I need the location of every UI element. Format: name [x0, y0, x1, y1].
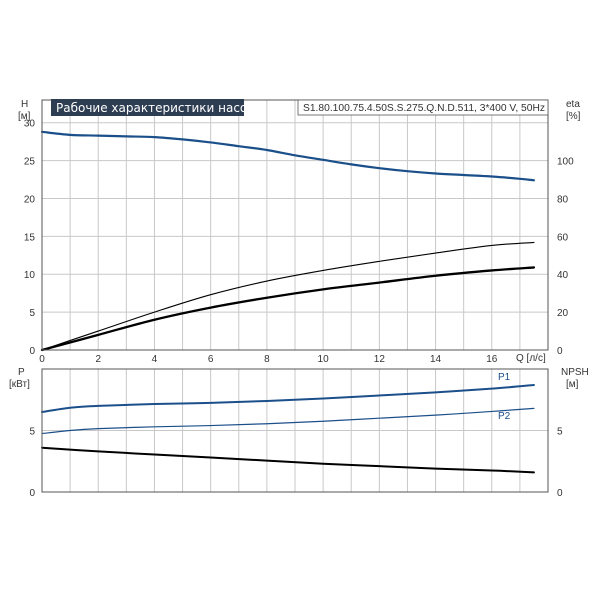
- top-panel-frame: [41, 99, 549, 351]
- y-tick-label: 5: [29, 308, 35, 319]
- series-line-head: [40, 130, 536, 182]
- x-tick-label: 14: [430, 354, 442, 365]
- top-y2-axis-unit: [%]: [566, 111, 581, 122]
- x-tick-label: 12: [374, 354, 386, 365]
- x-tick-label: 6: [208, 354, 214, 365]
- y2-tick-label: 0: [557, 346, 563, 357]
- x-axis-label: Q [л/с]: [516, 353, 546, 364]
- y2-tick-label: 40: [557, 270, 569, 281]
- bottom-y2-axis-unit: [м]: [566, 379, 579, 390]
- chart-title-box: [51, 99, 244, 116]
- top-y2-axis-name: eta: [566, 99, 580, 110]
- y2-tick-label: 20: [557, 308, 569, 319]
- y-tick-label: 0: [29, 346, 35, 357]
- x-tick-label: 16: [486, 354, 498, 365]
- y-tick-label: 0: [29, 488, 35, 499]
- y2-tick-label: 5: [557, 427, 563, 438]
- bottom-y-axis-unit: [кВт]: [9, 379, 30, 390]
- top-y-axis-name: H: [21, 99, 28, 110]
- series-label-p2: P2: [498, 411, 511, 422]
- y-tick-label: 30: [24, 119, 36, 130]
- y2-tick-label: 100: [557, 157, 574, 168]
- y2-tick-label: 0: [557, 488, 563, 499]
- x-tick-label: 2: [95, 354, 101, 365]
- top-panel-series: [40, 130, 536, 352]
- x-tick-label: 8: [264, 354, 270, 365]
- series-line-p1: [41, 383, 535, 414]
- x-tick-label: 4: [152, 354, 158, 365]
- y2-tick-label: 60: [557, 232, 569, 243]
- top-panel-tick-labels: 0 2 4 6 8 10 12 14 16 0 5 10 15 20 25 30 0 20 40 60 80 100: [24, 119, 574, 365]
- bottom-panel-tick-labels: 0 5 0 5: [29, 427, 563, 500]
- series-line-thin: [41, 241, 535, 351]
- chart-subtitle: S1.80.100.75.4.50S.S.275.Q.N.D.511, 3*40…: [303, 103, 545, 114]
- series-line-thick: [40, 266, 536, 352]
- y-tick-label: 10: [24, 270, 36, 281]
- bottom-panel-grid: [42, 369, 548, 492]
- y-tick-label: 15: [24, 232, 36, 243]
- series-label-p1: P1: [498, 372, 511, 383]
- chart-subtitle-box: [297, 99, 549, 116]
- top-panel-grid: [42, 100, 548, 350]
- series-line-npsh: [41, 446, 535, 474]
- x-tick-label: 10: [318, 354, 330, 365]
- bottom-y-axis-name: P: [18, 367, 25, 378]
- y-tick-label: 25: [24, 157, 36, 168]
- y-tick-label: 5: [29, 427, 35, 438]
- bottom-y2-axis-name: NPSH: [561, 367, 589, 378]
- y-tick-label: 20: [24, 194, 36, 205]
- bottom-panel-series: [41, 383, 535, 474]
- y2-tick-label: 80: [557, 194, 569, 205]
- series-line-p2: [41, 407, 535, 435]
- bottom-panel-frame: [41, 368, 549, 493]
- top-y-axis-unit: [м]: [18, 111, 31, 122]
- chart-title: Рабочие характеристики насоса: [56, 101, 261, 115]
- x-tick-label: 0: [39, 354, 45, 365]
